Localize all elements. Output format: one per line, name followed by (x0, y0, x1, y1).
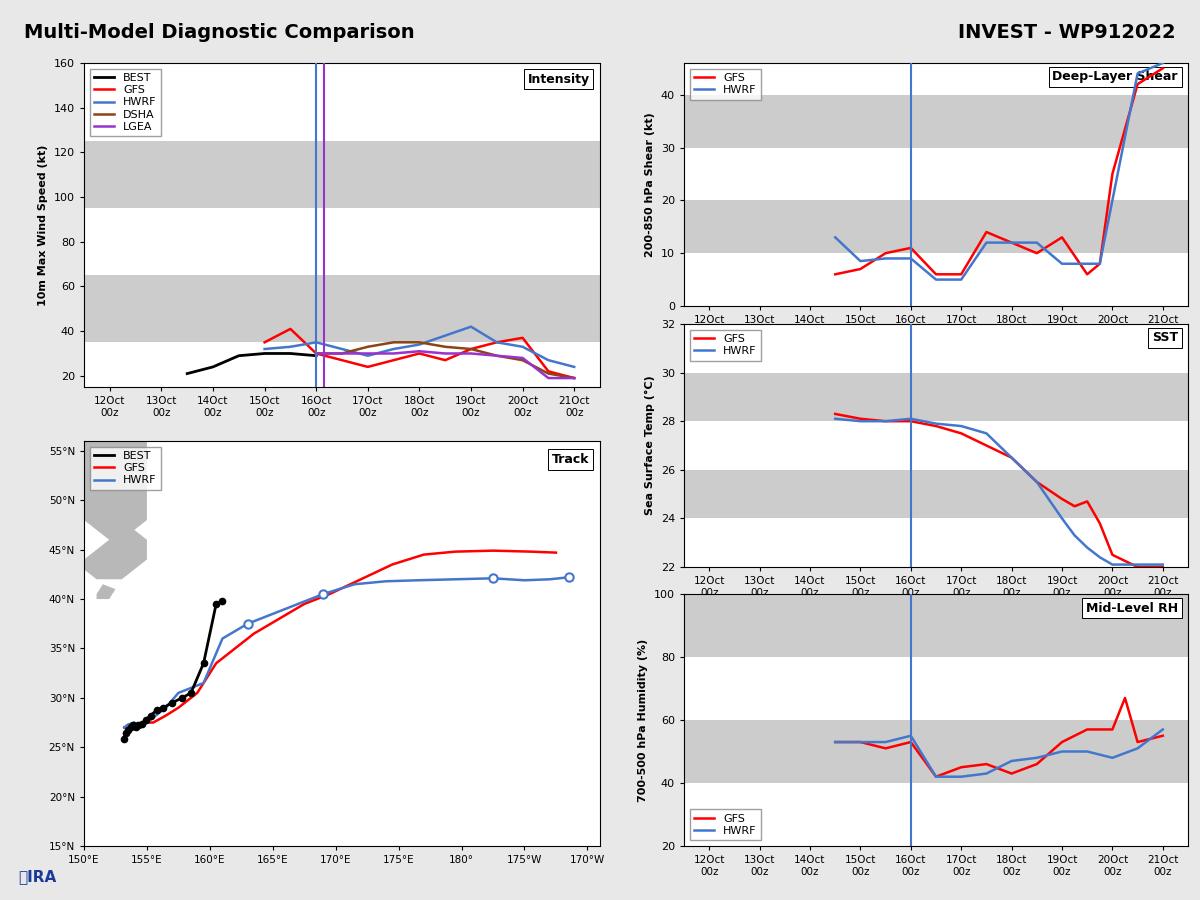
Text: INVEST - WP912022: INVEST - WP912022 (959, 22, 1176, 41)
Text: Mid-Level RH: Mid-Level RH (1086, 601, 1178, 615)
Bar (684, 94, 1188, 148)
Legend: GFS, HWRF: GFS, HWRF (690, 329, 761, 361)
Bar (84, 141, 600, 208)
Text: ⒸIRA: ⒸIRA (18, 868, 56, 884)
Y-axis label: 10m Max Wind Speed (kt): 10m Max Wind Speed (kt) (38, 144, 48, 306)
Bar (84, 275, 600, 342)
Text: Intensity: Intensity (528, 73, 589, 86)
Polygon shape (84, 530, 146, 580)
Bar (684, 594, 1188, 657)
Legend: BEST, GFS, HWRF, DSHA, LGEA: BEST, GFS, HWRF, DSHA, LGEA (90, 68, 161, 136)
Legend: GFS, HWRF: GFS, HWRF (690, 809, 761, 841)
Text: Track: Track (552, 454, 589, 466)
Text: Deep-Layer Shear: Deep-Layer Shear (1052, 70, 1178, 84)
Legend: GFS, HWRF: GFS, HWRF (690, 68, 761, 100)
Text: SST: SST (1152, 331, 1178, 345)
Polygon shape (84, 441, 146, 540)
Text: Multi-Model Diagnostic Comparison: Multi-Model Diagnostic Comparison (24, 22, 415, 41)
Y-axis label: 200-850 hPa Shear (kt): 200-850 hPa Shear (kt) (646, 112, 655, 256)
Bar (684, 720, 1188, 783)
Bar (684, 201, 1188, 253)
Y-axis label: Sea Surface Temp (°C): Sea Surface Temp (°C) (646, 375, 655, 516)
Y-axis label: 700-500 hPa Humidity (%): 700-500 hPa Humidity (%) (638, 638, 648, 802)
Bar (684, 470, 1188, 518)
Legend: BEST, GFS, HWRF: BEST, GFS, HWRF (90, 446, 161, 490)
Bar (684, 373, 1188, 421)
Polygon shape (96, 584, 115, 599)
